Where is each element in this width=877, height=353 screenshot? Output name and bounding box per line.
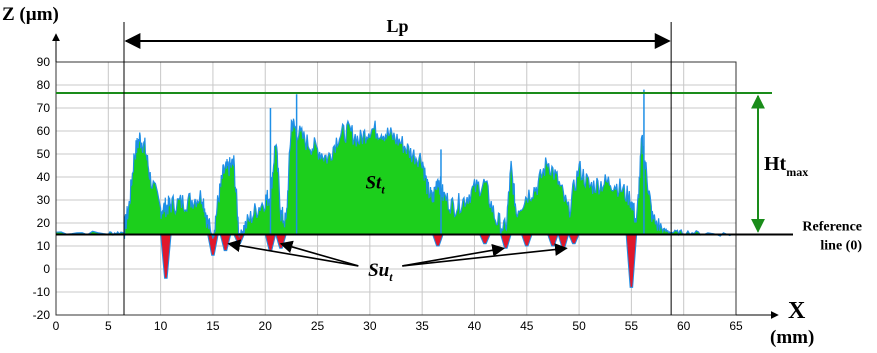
su-arrow [227,239,359,267]
lp-label: Lp [387,16,409,36]
valley-below-reference [431,234,444,247]
su-arrow [279,240,359,267]
area-above-reference [56,118,736,235]
y-tick-label: 20 [37,216,51,230]
reference-line-label: Reference [802,220,862,235]
su-arrow [402,243,568,267]
y-tick-label: 80 [37,78,51,92]
x-tick-label: 25 [311,319,325,333]
x-tick-label: 65 [729,319,743,333]
valley-below-reference [264,234,277,252]
x-tick-label: 5 [105,319,112,333]
y-tick-label: 10 [37,239,51,253]
su-label: Sut [368,260,393,284]
axis-ticks: 0 5 10 15 20 25 30 35 40 45 50 55 60 65 -20 -10 0 10 20 30 4… [33,55,743,333]
y-tick-label: 70 [37,101,51,115]
y-tick-label: -10 [33,285,51,299]
x-tick-label: 55 [625,319,639,333]
st-subscript: t [381,183,385,197]
profile-line-layer [56,89,736,239]
valley-below-reference [625,234,638,288]
x-tick-label: 45 [520,319,534,333]
ht-max-subscript: max [786,165,808,179]
su-arrow [402,243,506,267]
valley-below-reference [567,234,580,245]
su-subscript: t [389,270,393,284]
x-tick-label: 15 [206,319,220,333]
y-axis-label: Z (µm) [2,4,59,25]
x-tick-label: 20 [259,319,273,333]
x-tick-label: 30 [363,319,377,333]
st-label: Stt [365,173,385,197]
annotation-layer: Reference line (0) Htmax Lp Stt Sut [52,16,862,319]
y-tick-label: -20 [33,308,51,322]
valley-below-reference [160,234,172,279]
ht-max-label: Htmax [764,153,808,179]
y-tick-label: 50 [37,147,51,161]
x-axis-label: X [788,298,806,324]
x-tick-label: 50 [572,319,586,333]
x-tick-label: 0 [53,319,60,333]
x-tick-label: 60 [677,319,691,333]
y-tick-label: 40 [37,170,51,184]
valley-below-reference [478,234,491,245]
y-tick-label: 0 [43,262,50,276]
y-tick-label: 90 [37,55,51,69]
x-axis-unit: (mm) [770,327,814,348]
x-tick-label: 40 [468,319,482,333]
profile-line [56,118,736,239]
y-tick-label: 30 [37,193,51,207]
plot-frame [55,61,737,316]
y-tick-label: 60 [37,124,51,138]
x-tick-label: 35 [415,319,429,333]
reference-line-label-2: line (0) [820,239,862,254]
valley-below-reference [520,234,533,247]
valley-below-reference [546,234,559,247]
valley-below-reference [219,234,232,252]
x-tick-label: 10 [154,319,168,333]
